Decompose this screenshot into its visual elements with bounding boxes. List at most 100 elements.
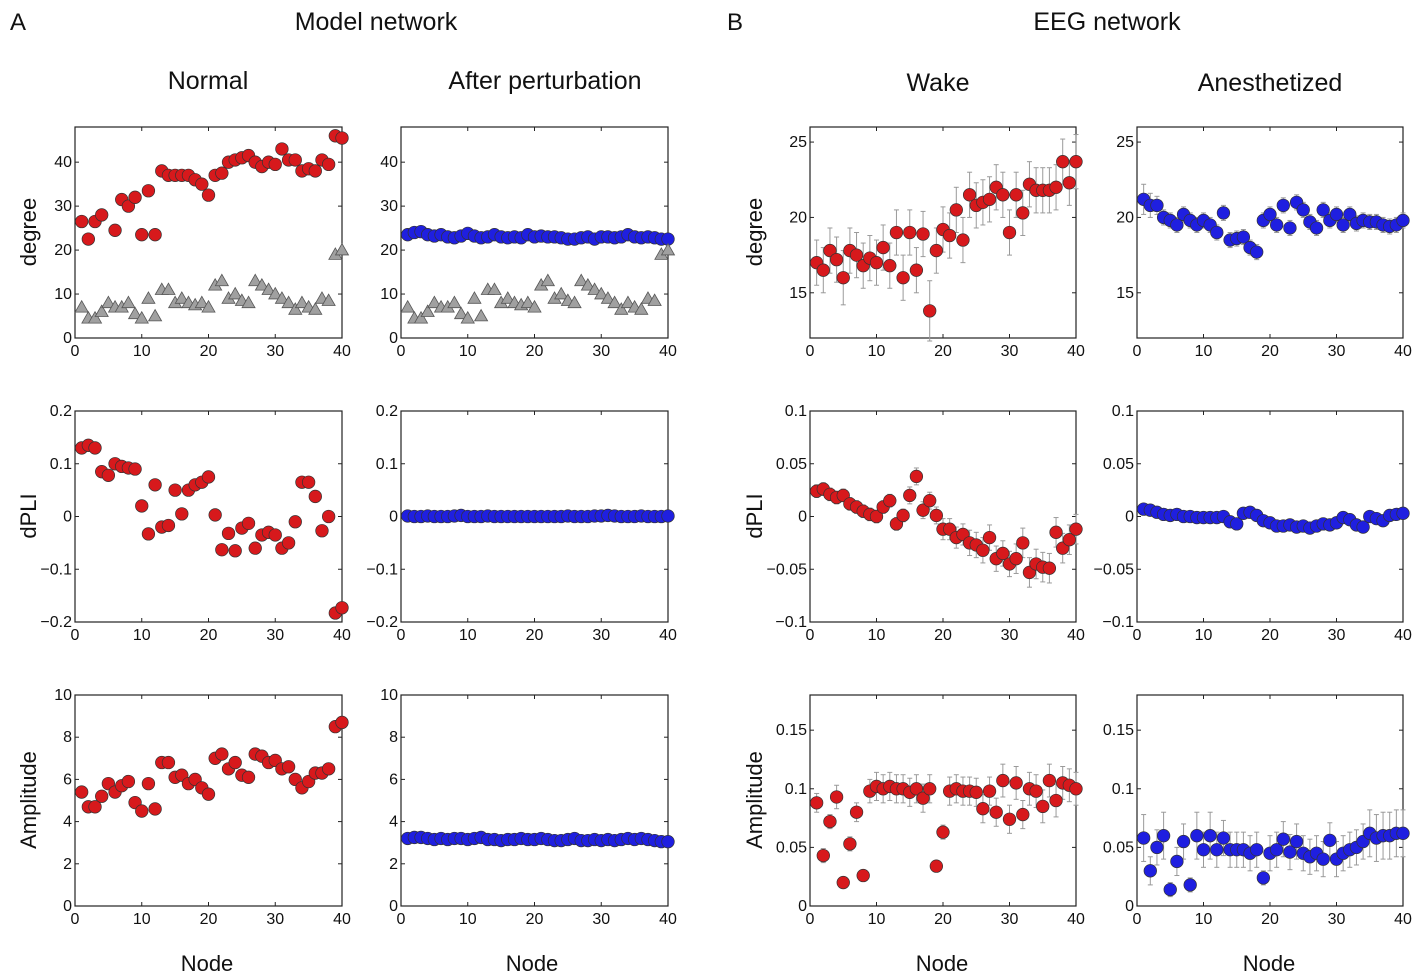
data-point [989,805,1003,819]
x-tick-label: 30 [1001,627,1019,644]
data-point-triangle [147,308,163,322]
y-tick-label: 20 [380,242,398,259]
x-tick-label: 40 [659,627,677,644]
data-point-triangle [201,299,216,313]
panel-eeg-anesthetized-dpli: 0 10 20 30 40 −0.1 −0.05 0 0.05 0.1 [1094,403,1412,644]
data-point-triangle [87,310,103,324]
data-point [1216,206,1231,220]
y-tick-label: 8 [63,729,72,746]
data-point [1009,552,1023,566]
y-tick-label: −0.1 [1102,614,1134,631]
data-point [128,190,142,204]
data-point [1396,506,1410,520]
data-point [215,166,229,180]
panel-eeg-anesthetized-degree: 0 10 20 30 40 15 20 25 [1116,126,1412,360]
data-point [1329,207,1344,222]
x-tick-label: 20 [934,627,952,644]
data-point [903,488,917,503]
data-point [1170,854,1184,869]
x-tick-label: 20 [1261,627,1279,644]
data-point [962,188,977,202]
y-tick-label: 0.05 [1103,839,1134,856]
data-point [1190,829,1204,843]
data-point [1216,831,1231,845]
data-point-triangle [121,295,136,309]
data-point [909,782,924,796]
data-point [1269,843,1284,857]
y-tick-label: 0 [389,509,398,526]
x-tick-label: 0 [397,911,406,928]
data-point [949,203,963,217]
y-tick-label: 20 [54,242,72,259]
data-point [1049,793,1063,808]
data-point-triangle [321,293,336,306]
y-tick-label: 0.2 [376,403,398,420]
y-tick-label: 0 [63,330,72,347]
data-point-triangle [574,273,589,287]
data-point-triangle [268,286,283,300]
x-tick-label: 40 [1394,343,1412,360]
x-tick-label: 20 [200,343,218,360]
y-tick-label: 0.15 [1103,722,1134,739]
y-tick-label: −0.05 [767,561,808,578]
data-point [1009,188,1023,202]
x-tick-label: 40 [1067,627,1085,644]
data-point [1283,845,1297,859]
data-point [943,228,957,243]
data-point [816,848,830,863]
x-tick-label: 10 [868,343,886,360]
data-point-triangle [228,286,243,300]
data-point [315,524,329,538]
data-point-triangle [634,302,649,315]
section-letter-a: A [10,9,26,36]
y-tick-label: −0.2 [40,614,72,631]
data-point [248,541,262,555]
x-tick-label: 30 [1328,911,1346,928]
x-tick-label: 0 [397,627,406,644]
y-tick-label: 0.1 [785,781,807,798]
x-tick-label: 0 [806,343,815,360]
y-tick-label: 30 [54,198,72,215]
data-point [281,760,296,774]
data-point [148,478,162,492]
data-point [916,227,930,241]
data-point [135,804,149,818]
data-point [1016,206,1030,220]
data-point [228,544,242,558]
axes-frame [809,410,1077,623]
data-point [923,782,937,796]
data-point [1143,864,1157,878]
y-tick-label: 6 [389,771,398,788]
x-tick-label: 40 [1394,627,1412,644]
y-tick-label: −0.1 [366,561,398,578]
data-point [241,516,256,531]
data-point-triangle [254,277,270,291]
data-point [956,233,970,247]
data-point [308,164,322,178]
x-tick-label: 0 [1133,627,1142,644]
data-point [1150,840,1164,855]
row-label-degree-model: degree [16,198,41,267]
y-tick-label: 0 [1125,509,1134,526]
data-point-triangle [308,302,323,315]
data-point [161,518,176,533]
data-point [335,601,349,615]
data-point [909,469,924,484]
data-point [201,787,216,801]
data-point [135,228,149,242]
data-point [829,252,844,267]
data-point-triangle [460,310,475,324]
data-point-triangle [400,299,415,313]
data-point-triangle [520,295,536,309]
y-tick-label: 15 [1116,285,1134,302]
data-point-triangle [288,302,303,315]
x-tick-label: 10 [1195,911,1213,928]
data-point [1069,155,1083,169]
data-point-triangle [294,295,310,309]
data-point [883,494,897,508]
data-point [241,770,256,784]
data-point-triangle [334,242,350,256]
data-point [923,494,937,508]
data-point-triangle [567,295,582,309]
panel-model-perturbed-amplitude: 0 10 20 30 40 0 2 4 6 8 10 [380,687,677,928]
